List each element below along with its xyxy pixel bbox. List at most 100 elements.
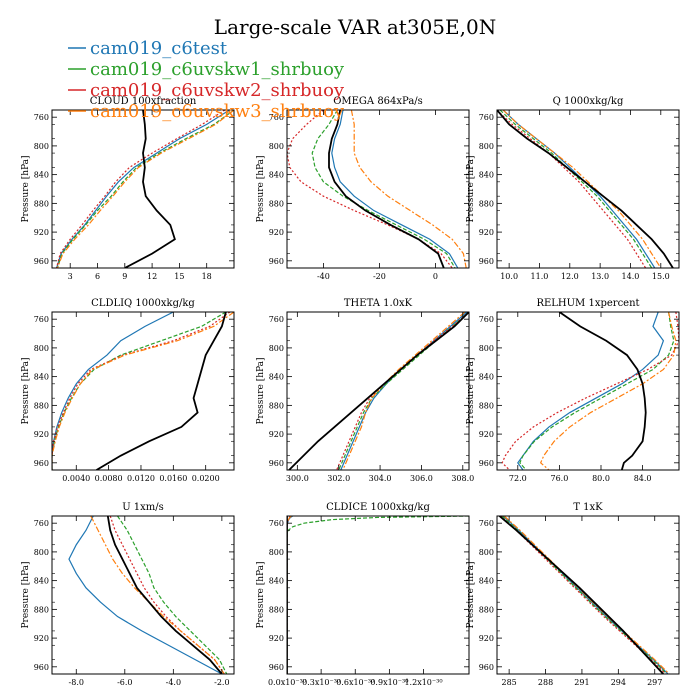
y-tick-label: 920 [479, 634, 494, 643]
y-tick-label: 760 [34, 113, 49, 122]
series-line-obs [124, 110, 176, 268]
series-line-obs [106, 516, 223, 674]
y-axis-label: Pressure [hPa] [21, 561, 31, 628]
x-tick-label: 0 [433, 272, 438, 281]
series-line-cam019_c6uvskw3_shrbuoy [287, 516, 292, 674]
series-line-obs [96, 312, 227, 470]
series-line-cam019_c6uvskw2_shrbuoy [336, 312, 469, 470]
y-tick-label: 880 [34, 401, 49, 410]
x-tick-label: 0.0120 [127, 474, 155, 483]
y-tick-label: 840 [269, 577, 284, 586]
y-tick-label: 920 [479, 228, 494, 237]
x-tick-label: 76.0 [550, 474, 568, 483]
series-line-cam019_c6test [55, 110, 230, 268]
series-line-obs [498, 516, 664, 674]
y-tick-label: 840 [269, 373, 284, 382]
x-tick-label: 308.0 [451, 474, 474, 483]
panel-6-frame [51, 515, 235, 675]
x-tick-label: 291 [574, 678, 589, 687]
x-tick-label: 15.0 [652, 272, 670, 281]
series-line-cam019_c6uvskw3_shrbuoy [90, 516, 225, 674]
y-tick-label: 880 [269, 199, 284, 208]
y-axis-label: Pressure [hPa] [256, 155, 266, 222]
panel-2-lines [497, 110, 674, 268]
series-line-cam019_c6test [52, 312, 174, 470]
x-tick-label: -20 [373, 272, 386, 281]
x-tick-label: 294 [611, 678, 626, 687]
panel-3-frame [51, 311, 235, 471]
y-tick-label: 960 [269, 459, 284, 468]
series-line-cam019_c6test [340, 312, 468, 470]
y-axis-label: Pressure [hPa] [466, 561, 476, 628]
series-line-cam019_c6test [517, 312, 665, 470]
x-tick-label: 12 [147, 272, 157, 281]
panel-title: Q 1000xkg/kg [553, 96, 624, 107]
series-line-cam019_c6test [331, 110, 459, 268]
x-tick-label: 12.0 [561, 272, 579, 281]
panel-title: CLDLIQ 1000xkg/kg [91, 298, 195, 309]
panel-6: U 1xm/s 760 800 840 880 920 960 -8.0 -6.0 -4.0 -2.… [21, 502, 235, 687]
panel-title: CLDICE 1000xkg/kg [326, 502, 430, 513]
panel-7-lines [287, 516, 469, 674]
series-line-cam019_c6uvskw2_shrbuoy [287, 110, 453, 268]
panel-0-lines [55, 110, 234, 268]
x-tick-label: 297 [647, 678, 662, 687]
y-tick-label: 760 [479, 315, 494, 324]
y-tick-label: 840 [269, 171, 284, 180]
panel-title: T 1xK [573, 502, 603, 513]
y-tick-label: 960 [479, 257, 494, 266]
series-line-cam019_c6test [68, 516, 223, 674]
x-tick-label: 0.0200 [192, 474, 220, 483]
series-line-obs [497, 110, 674, 268]
y-tick-label: 960 [269, 663, 284, 672]
y-tick-label: 760 [479, 519, 494, 528]
y-tick-label: 760 [269, 315, 284, 324]
x-tick-label: -6.0 [117, 678, 132, 687]
panel-8: T 1xK 760 800 840 880 920 960 285 288 291 294 297 Pr… [466, 502, 680, 687]
legend-label: cam019_c6test [90, 38, 228, 59]
panel-1-lines [287, 110, 467, 268]
x-tick-label: 0.3x10⁻³⁰ [302, 678, 340, 687]
y-tick-label: 800 [269, 548, 284, 557]
y-tick-label: 840 [479, 577, 494, 586]
series-line-cam019_c6uvskw1_shrbuoy [338, 312, 469, 470]
panel-title: OMEGA 864xPa/s [333, 96, 423, 107]
series-line-cam019_c6uvskw3_shrbuoy [350, 110, 467, 268]
y-tick-label: 800 [34, 344, 49, 353]
x-tick-label: 72.0 [509, 474, 527, 483]
y-tick-label: 760 [269, 519, 284, 528]
y-tick-label: 800 [479, 548, 494, 557]
panel-0: CLOUD 100xfraction 760 800 840 880 920 960 3 6 9 1… [21, 96, 235, 281]
x-tick-label: 0.0080 [95, 474, 123, 483]
x-tick-label: -4.0 [166, 678, 181, 687]
figure-title: Large-scale VAR at305E,0N [214, 15, 496, 39]
series-line-cam019_c6uvskw3_shrbuoy [539, 312, 677, 470]
panel-title: THETA 1.0xK [344, 298, 413, 309]
x-tick-label: 10.0 [500, 272, 518, 281]
panel-5-lines [501, 312, 679, 470]
x-tick-label: 11.0 [531, 272, 549, 281]
y-axis-label: Pressure [hPa] [256, 561, 266, 628]
y-tick-label: 800 [479, 142, 494, 151]
series-line-cam019_c6uvskw2_shrbuoy [497, 110, 647, 268]
panel-8-frame [496, 515, 680, 675]
series-line-cam019_c6uvskw1_shrbuoy [499, 110, 653, 268]
x-tick-label: 288 [538, 678, 553, 687]
x-tick-label: 14.0 [622, 272, 640, 281]
legend-label: cam019_c6uvskw3_shrbuoy [90, 101, 345, 122]
y-tick-label: 920 [269, 228, 284, 237]
y-tick-label: 880 [479, 401, 494, 410]
y-axis-label: Pressure [hPa] [256, 357, 266, 424]
x-tick-label: 18 [202, 272, 212, 281]
y-axis-label: Pressure [hPa] [466, 357, 476, 424]
y-tick-label: 760 [34, 519, 49, 528]
panel-0-frame [51, 109, 235, 269]
panel-7: CLDICE 1000xkg/kg 760 800 840 880 920 960 0.0x1… [256, 502, 470, 687]
x-tick-label: 3 [68, 272, 73, 281]
x-tick-label: 84.0 [634, 474, 652, 483]
y-tick-label: 920 [479, 430, 494, 439]
y-axis-label: Pressure [hPa] [466, 155, 476, 222]
x-tick-label: -2.0 [214, 678, 229, 687]
y-tick-label: 920 [269, 634, 284, 643]
